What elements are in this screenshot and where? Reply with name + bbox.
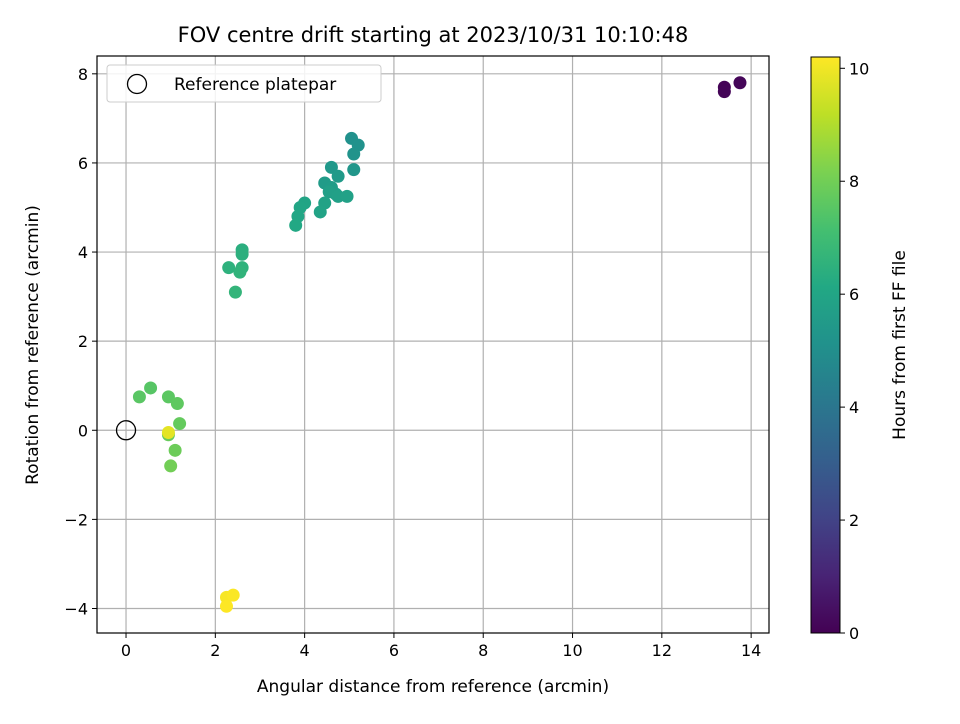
data-point: [347, 147, 361, 161]
colorbar-ticks: 0 2 4 6 8 10: [840, 59, 869, 643]
data-point: [340, 189, 354, 203]
x-tick-label: 4: [300, 641, 310, 660]
y-axis-label: Rotation from reference (arcmin): [23, 205, 43, 485]
data-point: [733, 76, 747, 90]
y-tick-label: 2: [78, 332, 88, 351]
colorbar-label: Hours from first FF file: [890, 250, 910, 440]
data-point: [173, 417, 187, 431]
plot-frame: [96, 55, 770, 634]
x-tick-label: 2: [210, 641, 220, 660]
x-tick-label: 14: [741, 641, 761, 660]
data-point: [226, 588, 240, 602]
colorbar-tick-label: 10: [849, 59, 869, 78]
data-point: [219, 599, 233, 613]
x-tick-label: 8: [478, 641, 488, 660]
colorbar-tick-label: 2: [849, 511, 859, 530]
data-points: [115, 76, 747, 613]
data-point: [324, 160, 338, 174]
y-axis-ticks: −4 −2 0 2 4 6 8: [64, 65, 97, 618]
x-tick-label: 10: [562, 641, 582, 660]
data-point: [161, 425, 175, 439]
y-tick-label: 8: [78, 65, 88, 84]
colorbar-tick-label: 8: [849, 172, 859, 191]
colorbar-tick-label: 0: [849, 624, 859, 643]
x-tick-label: 0: [121, 641, 131, 660]
legend-box: [106, 64, 382, 103]
y-tick-label: 4: [78, 243, 88, 262]
x-tick-label: 6: [389, 641, 399, 660]
y-tick-label: 0: [78, 421, 88, 440]
colorbar-tick-label: 4: [849, 398, 859, 417]
data-point: [132, 390, 146, 404]
data-point: [168, 443, 182, 457]
data-point: [164, 459, 178, 473]
data-point: [235, 247, 249, 261]
data-point: [222, 261, 236, 275]
grid-lines: [97, 56, 769, 633]
y-tick-label: −2: [64, 510, 88, 529]
data-point: [313, 205, 327, 219]
data-point: [717, 85, 731, 99]
legend-marker: [126, 73, 148, 95]
colorbar-tick-label: 6: [849, 285, 859, 304]
legend: Reference platepar: [106, 64, 382, 103]
data-point: [228, 285, 242, 299]
data-point: [347, 163, 361, 177]
x-axis-ticks: 0 2 4 6 8 10 12 14: [121, 633, 761, 660]
reference-platepar-marker: [115, 420, 137, 441]
legend-label: Reference platepar: [174, 75, 336, 95]
y-tick-label: 6: [78, 154, 88, 173]
data-point: [331, 169, 345, 183]
data-point: [233, 265, 247, 279]
colorbar: [810, 56, 841, 634]
x-axis-label: Angular distance from reference (arcmin): [257, 677, 609, 697]
data-point: [289, 218, 303, 232]
x-tick-label: 12: [652, 641, 672, 660]
y-tick-label: −4: [64, 599, 88, 618]
data-point: [144, 381, 158, 395]
data-point: [170, 397, 184, 411]
chart-title: FOV centre drift starting at 2023/10/31 …: [178, 23, 689, 47]
data-point: [331, 189, 345, 203]
data-point: [161, 390, 175, 404]
